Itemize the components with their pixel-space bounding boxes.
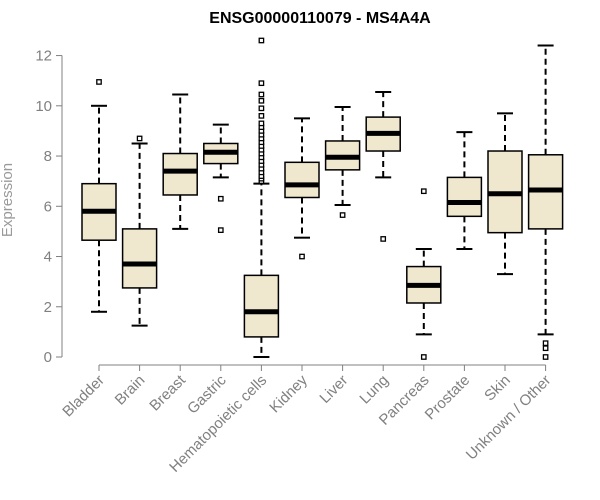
outlier-point — [420, 188, 427, 195]
outlier-point — [217, 227, 224, 233]
x-tick-label: Kidney — [266, 371, 311, 416]
x-tick-label: Skin — [481, 372, 514, 405]
box-brain — [121, 135, 158, 327]
box-bladder — [81, 79, 117, 313]
box-unknown-other — [527, 44, 564, 360]
boxes-group — [81, 37, 564, 360]
x-tick-label: Brain — [112, 372, 149, 409]
outlier-point — [339, 212, 346, 218]
y-tick-label: 12 — [35, 48, 52, 65]
x-tick-label: Bladder — [59, 372, 108, 421]
outlier-point — [258, 112, 265, 119]
y-axis-label: Expression — [0, 163, 16, 237]
outlier-point — [258, 91, 265, 98]
outlier-point — [136, 135, 143, 142]
outlier-point — [380, 236, 387, 242]
box-gastric — [203, 123, 239, 233]
outlier-point — [258, 120, 265, 127]
x-tick-label: Liver — [316, 372, 351, 407]
iqr-box — [162, 152, 198, 196]
y-axis: 0 2 4 6 8 10 12 — [35, 48, 63, 366]
outlier-point — [542, 354, 549, 360]
chart-title: ENSG00000110079 - MS4A4A — [209, 10, 431, 27]
box-prostate — [446, 131, 483, 250]
box-pancreas — [406, 188, 442, 360]
outlier-point — [258, 97, 265, 104]
outlier-point — [420, 354, 427, 360]
box-skin — [487, 112, 523, 276]
outlier-point — [258, 105, 265, 112]
iqr-box — [446, 176, 483, 218]
x-tick-label: Breast — [146, 371, 189, 414]
iqr-box — [284, 161, 320, 199]
x-tick-label: Lung — [356, 372, 392, 408]
outlier-point — [542, 345, 549, 352]
y-tick-label: 8 — [44, 148, 52, 165]
y-tick-label: 2 — [44, 299, 52, 316]
outlier-point — [258, 37, 265, 44]
x-tick-label: Prostate — [422, 372, 474, 424]
box-hematopoietic-cells — [243, 37, 280, 358]
y-tick-label: 4 — [44, 249, 52, 266]
box-lung — [365, 90, 401, 242]
y-tick-label: 0 — [44, 349, 52, 366]
box-kidney — [284, 117, 320, 260]
iqr-box — [243, 274, 280, 338]
outlier-point — [542, 340, 549, 347]
outlier-point — [96, 79, 102, 85]
outlier-point — [299, 253, 305, 260]
y-tick-label: 6 — [44, 198, 52, 215]
outlier-point — [258, 80, 265, 87]
iqr-box — [121, 228, 158, 289]
outlier-point — [217, 195, 224, 202]
y-tick-label: 10 — [35, 98, 52, 115]
box-liver — [324, 106, 361, 218]
box-breast — [162, 93, 198, 230]
